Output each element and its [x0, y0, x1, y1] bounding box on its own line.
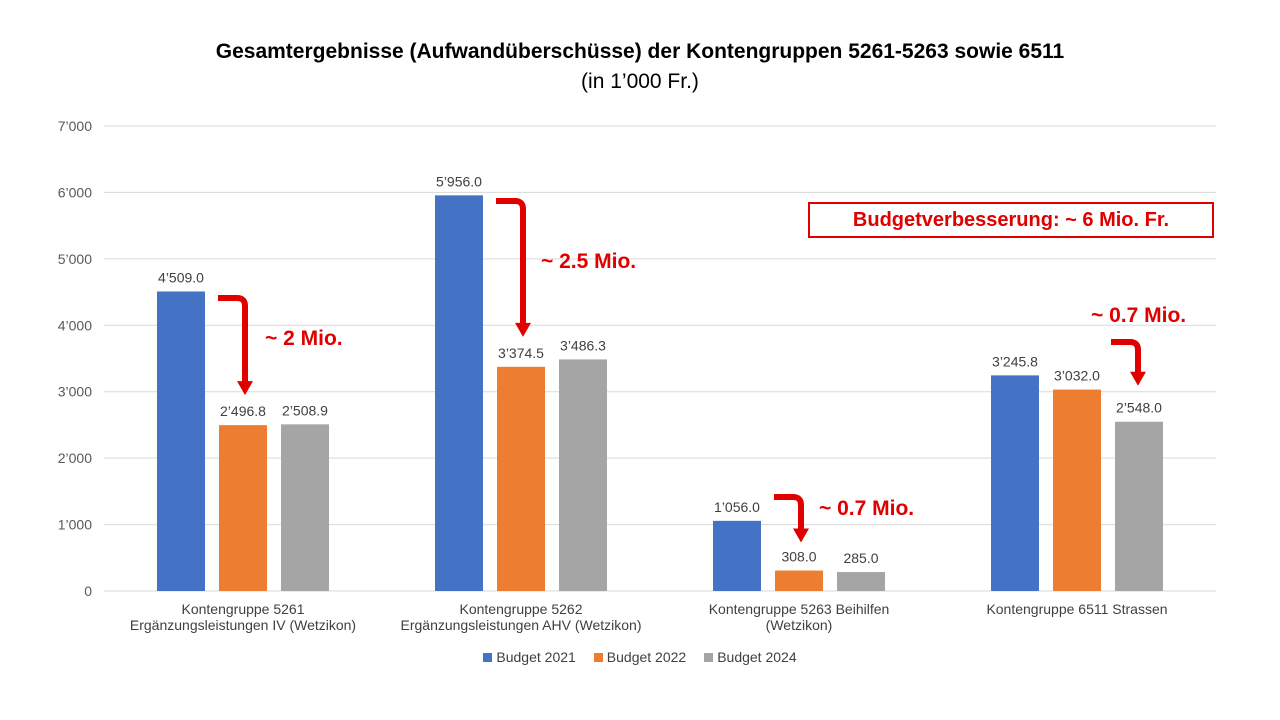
data-label: 2’496.8 [220, 403, 266, 419]
data-label: 1’056.0 [714, 499, 760, 515]
bar [1115, 421, 1163, 591]
bar [157, 291, 205, 591]
y-tick-label: 7’000 [58, 118, 92, 134]
x-tick-label: Ergänzungsleistungen AHV (Wetzikon) [401, 617, 642, 633]
x-tick-label: Kontengruppe 6511 Strassen [986, 601, 1167, 617]
bar [991, 375, 1039, 591]
bar [281, 424, 329, 591]
reduction-arrow [774, 494, 804, 531]
legend-label: Budget 2021 [496, 649, 576, 665]
legend-swatch [483, 652, 493, 662]
annotation-text: ~ 2.5 Mio. [541, 250, 636, 273]
bar [775, 570, 823, 591]
arrow-head [793, 528, 809, 543]
annotation-text: ~ 0.7 Mio. [819, 497, 914, 520]
x-tick-label: Ergänzungsleistungen IV (Wetzikon) [130, 617, 356, 633]
x-tick-label: Kontengruppe 5263 Beihilfen [709, 601, 890, 617]
reduction-arrow [218, 295, 248, 384]
x-tick-label: Kontengruppe 5262 [460, 601, 583, 617]
bar [1053, 389, 1101, 591]
legend-label: Budget 2024 [717, 649, 797, 665]
y-tick-label: 6’000 [58, 184, 92, 200]
data-label: 3’032.0 [1054, 368, 1100, 384]
chart-title: Gesamtergebnisse (Aufwandüberschüsse) de… [215, 40, 1065, 63]
reduction-arrow [1111, 339, 1141, 374]
data-label: 3’245.8 [992, 353, 1038, 369]
arrow-head [1130, 371, 1146, 386]
data-label: 2’508.9 [282, 402, 328, 418]
data-label: 3’486.3 [560, 337, 606, 353]
bar [219, 425, 267, 591]
bar [435, 195, 483, 591]
y-tick-label: 4’000 [58, 317, 92, 333]
budget-improvement-callout: Budgetverbesserung: ~ 6 Mio. Fr. [808, 202, 1214, 238]
y-tick-label: 0 [84, 583, 92, 599]
bar [713, 520, 761, 591]
arrow-head [515, 322, 531, 337]
data-label: 3’374.5 [498, 345, 544, 361]
annotation-text: ~ 0.7 Mio. [1091, 304, 1186, 327]
y-tick-label: 5’000 [58, 251, 92, 267]
y-tick-label: 3’000 [58, 384, 92, 400]
data-label: 285.0 [843, 550, 878, 566]
data-label: 308.0 [781, 549, 816, 565]
x-tick-label: (Wetzikon) [766, 617, 833, 633]
data-label: 2’548.0 [1116, 400, 1162, 416]
bar [497, 366, 545, 591]
legend: Budget 2021 Budget 2022 Budget 2024 [0, 649, 1280, 665]
annotation-text: ~ 2 Mio. [265, 327, 343, 350]
data-label: 5’956.0 [436, 173, 482, 189]
legend-item-budget-2024: Budget 2024 [704, 649, 797, 665]
legend-swatch [593, 652, 603, 662]
y-tick-label: 1’000 [58, 517, 92, 533]
reduction-arrow [496, 198, 526, 325]
legend-swatch [704, 652, 714, 662]
data-label: 4’509.0 [158, 269, 204, 285]
x-tick-label: Kontengruppe 5261 [182, 601, 305, 617]
legend-label: Budget 2022 [606, 649, 687, 665]
bar [837, 572, 885, 591]
legend-item-budget-2021: Budget 2021 [483, 649, 576, 665]
legend-item-budget-2022: Budget 2022 [593, 649, 687, 665]
arrow-head [237, 381, 253, 396]
chart-subtitle: (in 1’000 Fr.) [581, 70, 699, 93]
bar [559, 359, 607, 591]
y-tick-label: 2’000 [58, 450, 92, 466]
